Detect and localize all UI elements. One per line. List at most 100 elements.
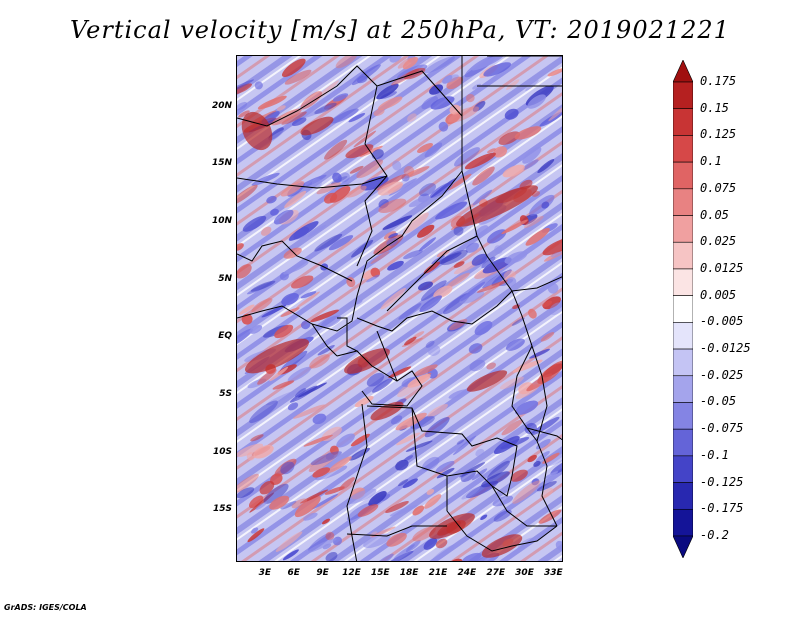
colorbar — [673, 60, 693, 558]
upward-motion-patch — [345, 144, 374, 159]
downward-motion-patch — [371, 149, 384, 160]
colorbar-level-label: 0.1 — [700, 154, 722, 169]
downward-motion-patch — [303, 105, 332, 118]
upward-motion-patch — [335, 56, 358, 69]
upward-motion-patch — [417, 143, 433, 153]
lon-tick-label: 15E — [370, 568, 390, 578]
downward-motion-patch — [368, 491, 387, 507]
boundary-line — [237, 65, 378, 127]
downward-motion-patch — [456, 439, 465, 445]
colorbar-level-label: -0.005 — [700, 314, 744, 329]
downward-motion-patch — [387, 260, 404, 271]
colorbar-segment — [673, 241, 693, 270]
upward-motion-patch — [329, 185, 351, 203]
colorbar-segment — [673, 455, 693, 483]
downward-motion-patch — [311, 178, 322, 188]
downward-motion-patch — [448, 389, 469, 399]
upward-motion-patch — [540, 487, 554, 499]
downward-motion-patch — [320, 315, 342, 329]
downward-motion-patch — [549, 302, 562, 316]
downward-motion-patch — [330, 108, 359, 124]
lat-tick-label: 15S — [212, 504, 232, 515]
upward-motion-patch — [540, 332, 555, 342]
downward-motion-patch — [440, 249, 468, 266]
upward-motion-patch — [464, 152, 496, 170]
upward-motion-patch — [465, 93, 475, 103]
upward-motion-patch — [448, 106, 480, 123]
colorbar-min-arrow — [673, 535, 693, 558]
downward-motion-patch — [454, 147, 480, 167]
upward-motion-patch — [403, 166, 415, 177]
upward-motion-patch — [237, 83, 252, 96]
downward-motion-patch — [418, 237, 437, 252]
upward-motion-patch — [512, 480, 541, 504]
downward-motion-patch — [266, 195, 277, 204]
boundary-line — [376, 330, 398, 382]
downward-motion-patch — [376, 83, 399, 100]
downward-motion-patch — [504, 108, 519, 120]
downward-motion-patch — [328, 235, 354, 251]
colorbar-level-label: -0.025 — [700, 367, 744, 382]
colorbar-segment — [673, 161, 693, 190]
colorbar-level-label: 0.125 — [700, 127, 737, 142]
colorbar-level-label: -0.125 — [700, 474, 744, 489]
downward-motion-patch — [492, 495, 514, 507]
downward-motion-patch — [547, 282, 559, 294]
upward-motion-patch — [250, 434, 264, 442]
boundary-line — [237, 70, 463, 189]
upward-motion-patch — [447, 173, 472, 191]
downward-motion-patch — [405, 440, 433, 452]
colorbar-segment — [673, 348, 693, 377]
colorbar-level-label: 0.005 — [700, 287, 737, 302]
downward-motion-patch — [408, 195, 431, 208]
downward-motion-patch — [312, 413, 327, 425]
upward-motion-patch — [548, 101, 562, 122]
downward-motion-patch — [395, 459, 409, 471]
upward-motion-patch — [237, 264, 252, 279]
lat-tick-label: 5S — [219, 388, 232, 399]
downward-motion-patch — [427, 345, 441, 356]
upward-motion-patch — [339, 477, 355, 491]
upward-motion-patch — [424, 494, 442, 509]
upward-motion-patch — [499, 376, 524, 390]
upward-motion-patch — [404, 336, 417, 346]
downward-motion-patch — [360, 175, 389, 191]
boundary-line — [446, 510, 558, 552]
downward-motion-patch — [237, 101, 248, 111]
upward-motion-patch — [541, 300, 553, 308]
lon-tick-label: 6E — [287, 568, 300, 578]
upward-motion-patch — [281, 58, 306, 78]
upward-motion-patch — [371, 526, 396, 538]
colorbar-segment — [673, 508, 693, 537]
downward-motion-patch — [389, 504, 418, 517]
downward-motion-patch — [249, 324, 263, 334]
boundary-line — [356, 175, 388, 267]
downward-motion-patch — [280, 461, 295, 475]
upward-motion-patch — [542, 452, 560, 464]
upward-motion-patch — [309, 354, 330, 369]
upward-motion-patch — [417, 224, 435, 238]
downward-motion-patch — [386, 550, 414, 561]
downward-motion-patch — [363, 533, 391, 548]
colorbar-max-arrow — [673, 60, 693, 83]
downward-motion-patch — [435, 201, 468, 220]
downward-motion-patch — [429, 84, 444, 95]
plot-title: Vertical velocity [m/s] at 250hPa, VT: 2… — [70, 16, 730, 44]
upward-motion-patch — [403, 212, 429, 234]
downward-motion-patch — [543, 471, 559, 480]
downward-motion-patch — [504, 251, 528, 264]
upward-motion-patch — [493, 146, 508, 158]
upward-motion-patch — [378, 198, 407, 213]
downward-motion-patch — [494, 245, 503, 254]
downward-motion-patch — [475, 448, 485, 457]
downward-motion-patch — [425, 340, 435, 348]
upward-motion-patch — [498, 131, 521, 145]
upward-motion-patch — [247, 528, 265, 543]
colorbar-segment — [673, 108, 693, 136]
downward-motion-patch — [424, 56, 455, 74]
lon-tick-label: 24E — [457, 568, 477, 578]
colorbar-level-label: 0.0125 — [700, 260, 744, 275]
downward-motion-patch — [533, 460, 541, 467]
boundary-line — [386, 235, 478, 312]
map-panel — [236, 55, 563, 562]
